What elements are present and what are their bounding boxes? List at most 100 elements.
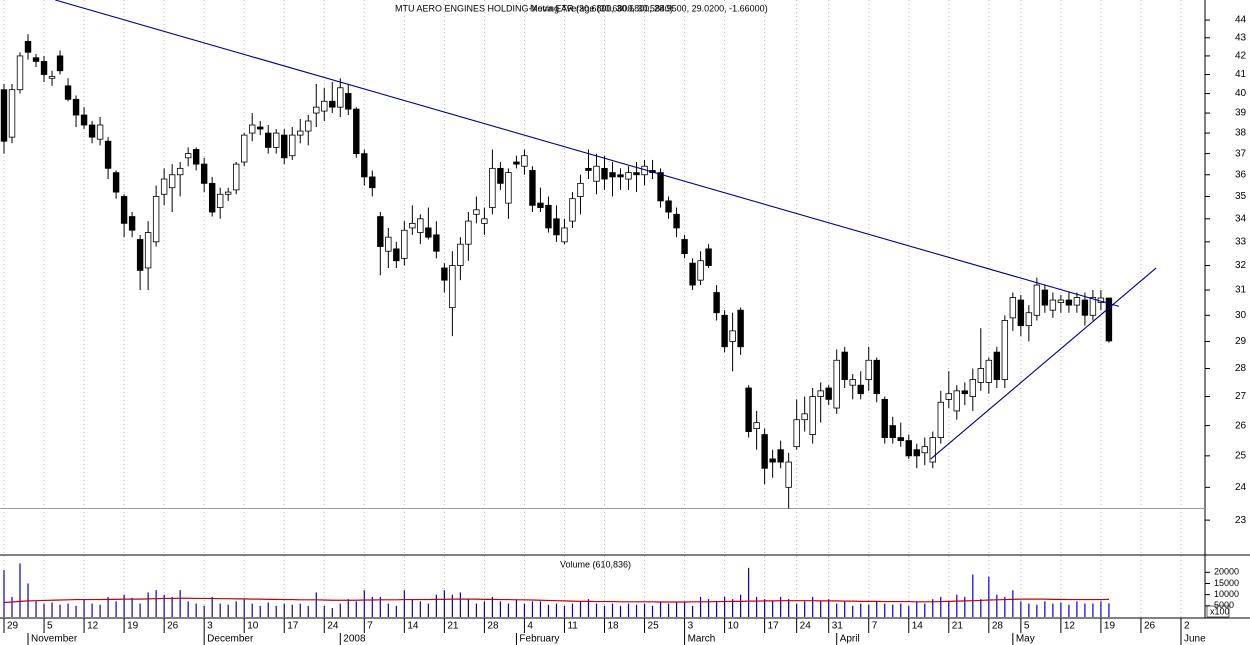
- y-tick-label: 33: [1235, 236, 1247, 247]
- x-tick-label: 19: [127, 621, 139, 632]
- y-tick-label: 38: [1235, 128, 1247, 139]
- candle-body: [905, 440, 912, 457]
- candle-body: [401, 229, 408, 259]
- candle-body: [529, 170, 536, 206]
- candle-body: [112, 172, 120, 193]
- candle-body: [136, 239, 144, 271]
- candle-body: [433, 234, 440, 252]
- month-label: December: [207, 634, 254, 645]
- candle-body: [1057, 299, 1065, 303]
- candle-body: [817, 390, 824, 397]
- x-tick-label: 4: [527, 621, 533, 632]
- candle-body: [593, 165, 600, 182]
- candle-body: [377, 216, 384, 247]
- x-tick-label: 5: [1024, 621, 1030, 632]
- y-tick-label: 34: [1235, 213, 1247, 224]
- x-tick-label: 26: [167, 621, 179, 632]
- y-tick-label: 26: [1235, 420, 1247, 431]
- candle-body: [945, 393, 952, 400]
- y-tick-label: 30: [1235, 310, 1247, 321]
- candle-body: [713, 292, 720, 314]
- candle-body: [537, 202, 544, 208]
- x-tick-label: 25: [648, 621, 660, 632]
- month-label: February: [519, 634, 559, 645]
- candle-body: [208, 182, 216, 213]
- candle-body: [305, 120, 312, 132]
- month-label: March: [688, 634, 716, 645]
- month-label: May: [1016, 634, 1035, 645]
- candle-body: [216, 193, 224, 208]
- candle-body: [489, 167, 496, 208]
- candle-body: [513, 161, 520, 165]
- candle-body: [497, 167, 504, 184]
- candle-body: [96, 124, 104, 140]
- candle-body: [457, 243, 464, 266]
- candle-body: [168, 174, 176, 189]
- candle-body: [769, 458, 776, 463]
- chart-subtitle: Moving Average (30.6800, 30.5840): [530, 3, 673, 13]
- candle-body: [809, 396, 816, 435]
- y-tick-label: 24: [1235, 482, 1247, 493]
- candle-body: [120, 196, 128, 224]
- x-tick-label: 10: [247, 621, 259, 632]
- candle-body: [0, 89, 8, 142]
- x-tick-label: 29: [7, 621, 19, 632]
- x-tick-label: 14: [912, 621, 924, 632]
- candle-body: [873, 359, 880, 395]
- candle-body: [521, 155, 528, 167]
- candle-body: [793, 419, 800, 448]
- x-tick-label: 12: [1064, 621, 1076, 632]
- x-tick-label: 11: [567, 621, 578, 632]
- x-tick-label: 18: [608, 621, 620, 632]
- candle-body: [361, 153, 368, 178]
- candle-body: [1073, 297, 1081, 306]
- candle-body: [232, 163, 240, 191]
- candle-body: [689, 262, 696, 286]
- month-label: June: [1184, 634, 1206, 645]
- candle-body: [425, 227, 432, 238]
- candle-body: [921, 446, 928, 454]
- candle-body: [224, 191, 232, 195]
- candle-body: [1065, 299, 1073, 306]
- y-tick-label: 25: [1235, 450, 1247, 461]
- volume-tick-label: 20000: [1214, 567, 1239, 577]
- candle-body: [441, 267, 448, 281]
- x-tick-label: 2: [1184, 621, 1190, 632]
- candle-body: [673, 213, 680, 229]
- volume-tick-label: 10000: [1214, 589, 1239, 599]
- candle-body: [385, 236, 392, 252]
- candle-body: [88, 124, 96, 138]
- candle-body: [1025, 312, 1033, 327]
- candle-body: [345, 93, 352, 110]
- candle-body: [1081, 299, 1089, 316]
- candle-body: [913, 449, 920, 457]
- candle-body: [313, 106, 320, 114]
- candle-body: [609, 172, 616, 178]
- trendline: [930, 267, 1157, 460]
- y-tick-label: 37: [1235, 148, 1247, 159]
- candle-body: [585, 167, 592, 171]
- candle-body: [577, 182, 584, 197]
- month-label: 2008: [343, 634, 366, 645]
- candle-body: [353, 108, 360, 155]
- y-tick-label: 27: [1235, 391, 1247, 402]
- candle-body: [128, 216, 136, 231]
- candle-body: [553, 218, 560, 236]
- x-tick-label: 10: [728, 621, 740, 632]
- candle-body: [465, 220, 472, 245]
- volume-tick-label: 5000: [1214, 600, 1234, 610]
- candle-body: [337, 87, 344, 108]
- candle-body: [56, 55, 64, 72]
- candle-body: [745, 387, 752, 432]
- x-tick-label: 31: [832, 621, 844, 632]
- candle-body: [257, 126, 264, 130]
- x-tick-label: 3: [688, 621, 694, 632]
- candle-body: [729, 330, 736, 342]
- candle-body: [409, 222, 416, 229]
- candle-body: [321, 100, 328, 112]
- candle-body: [889, 425, 896, 438]
- volume-moving-average: [3, 597, 1109, 604]
- candle-body: [1033, 284, 1041, 316]
- y-tick-label: 36: [1235, 169, 1247, 180]
